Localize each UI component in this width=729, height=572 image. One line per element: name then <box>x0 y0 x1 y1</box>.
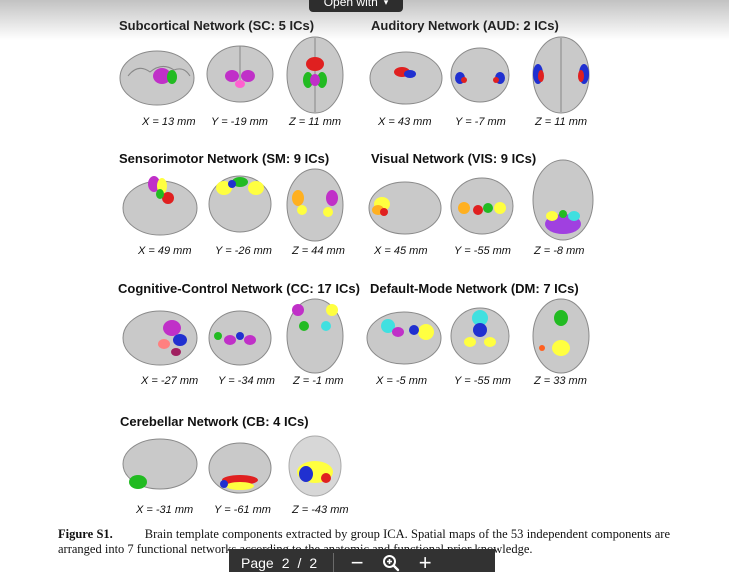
page-label: Page <box>241 554 274 571</box>
brain-sagittal-sm <box>120 170 200 242</box>
coord-vis-x: X = 45 mm <box>374 245 428 257</box>
magnifier-icon <box>383 554 400 571</box>
zoom-button[interactable] <box>374 549 408 572</box>
coord-sm-x: X = 49 mm <box>138 245 192 257</box>
coord-aud-z: Z = 11 mm <box>535 116 588 128</box>
current-page-field[interactable]: 2 <box>281 554 290 571</box>
brain-coronal-cc <box>206 306 274 372</box>
coord-cb-x: X = -31 mm <box>136 504 194 516</box>
pdf-toolbar: Page 2 / 2 − + <box>229 549 495 572</box>
brain-coronal-vis <box>448 174 516 240</box>
chevron-down-icon: ▾ <box>383 0 389 7</box>
toolbar-divider <box>333 553 335 572</box>
brain-axial-dm <box>530 296 592 376</box>
brain-axial-sc <box>284 34 346 116</box>
open-with-label: Open with <box>323 0 378 9</box>
network-title-vis: Visual Network (VIS: 9 ICs) <box>371 151 537 166</box>
brain-coronal-dm <box>448 300 512 370</box>
brain-coronal-cb <box>206 440 274 500</box>
coord-sc-z: Z = 11 mm <box>289 116 342 128</box>
coord-sm-z: Z = 44 mm <box>292 245 345 257</box>
brain-coronal-sm <box>206 170 274 240</box>
brain-coronal-sc <box>204 40 276 112</box>
brain-sagittal-vis <box>366 172 444 242</box>
coord-cc-y: Y = -34 mm <box>218 375 275 387</box>
minus-icon: − <box>350 549 364 572</box>
coord-cc-z: Z = -1 mm <box>293 375 344 387</box>
network-title-sm: Sensorimotor Network (SM: 9 ICs) <box>119 151 330 166</box>
page-indicator: Page 2 / 2 <box>229 555 327 571</box>
coord-vis-z: Z = -8 mm <box>534 245 585 257</box>
brain-sagittal-aud <box>368 40 444 112</box>
coord-dm-x: X = -5 mm <box>376 375 428 387</box>
coord-cb-z: Z = -43 mm <box>292 504 349 516</box>
network-title-cb: Cerebellar Network (CB: 4 ICs) <box>120 414 309 429</box>
coord-dm-y: Y = -55 mm <box>454 375 511 387</box>
coord-aud-x: X = 43 mm <box>378 116 432 128</box>
brain-axial-sm <box>284 166 346 244</box>
coord-cb-y: Y = -61 mm <box>214 504 271 516</box>
total-pages: 2 <box>309 554 318 571</box>
coord-sc-x: X = 13 mm <box>142 116 196 128</box>
brain-axial-vis <box>530 158 596 244</box>
network-title-cc: Cognitive-Control Network (CC: 17 ICs) <box>118 281 360 296</box>
brain-sagittal-cc <box>120 300 200 374</box>
zoom-in-button[interactable]: + <box>408 549 442 572</box>
brain-axial-cc <box>284 296 346 376</box>
coord-cc-x: X = -27 mm <box>141 375 199 387</box>
open-with-button[interactable]: Open with ▾ <box>309 0 403 12</box>
coord-sc-y: Y = -19 mm <box>211 116 268 128</box>
coord-aud-y: Y = -7 mm <box>455 116 506 128</box>
network-title-aud: Auditory Network (AUD: 2 ICs) <box>371 18 559 33</box>
page-separator: / <box>297 554 302 571</box>
figure-caption-lead: Figure S1. <box>58 527 113 541</box>
plus-icon: + <box>418 549 432 572</box>
coord-sm-y: Y = -26 mm <box>215 245 272 257</box>
brain-sagittal-cb <box>120 434 200 500</box>
brain-sagittal-sc <box>118 38 196 114</box>
brain-sagittal-dm <box>364 302 444 374</box>
zoom-out-button[interactable]: − <box>340 549 374 572</box>
network-title-dm: Default-Mode Network (DM: 7 ICs) <box>370 281 579 296</box>
brain-coronal-aud <box>448 42 512 112</box>
network-title-sc: Subcortical Network (SC: 5 ICs) <box>119 18 315 33</box>
brain-axial-aud <box>530 34 592 116</box>
coord-dm-z: Z = 33 mm <box>534 375 587 387</box>
brain-axial-cb <box>284 432 346 500</box>
coord-vis-y: Y = -55 mm <box>454 245 511 257</box>
